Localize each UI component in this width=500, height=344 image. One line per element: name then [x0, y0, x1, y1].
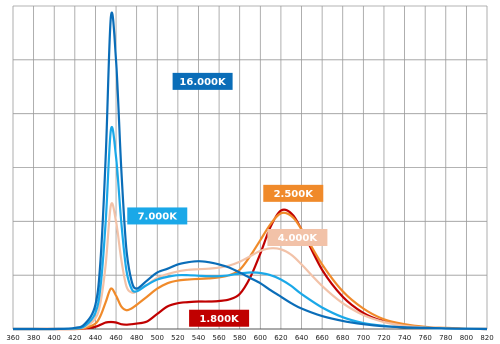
series-label: 1.800K [199, 314, 240, 325]
x-tick-label: 420 [68, 334, 81, 342]
series-line-1 [13, 126, 488, 331]
x-tick-label: 560 [212, 334, 225, 342]
x-tick-label: 540 [192, 334, 205, 342]
series-label-box [127, 207, 188, 225]
series-label: 4.000K [278, 233, 319, 244]
series-label-box [263, 184, 324, 202]
series-line-2 [13, 202, 488, 331]
x-axis-ticks: 360 380 400 420 440 460 480 500 520 540 560 580 600 6… [6, 334, 493, 342]
series-label: 16.000K [179, 77, 227, 88]
x-tick-label: 600 [254, 334, 267, 342]
x-tick-label: 380 [27, 334, 40, 342]
x-tick-label: 720 [377, 334, 390, 342]
x-tick-label: 760 [418, 334, 431, 342]
series-lines [13, 11, 488, 331]
series-labels: 16.000K 7.000K 4.000K 2.500K 1.800K [127, 72, 328, 327]
x-tick-label: 640 [295, 334, 308, 342]
series-label-box [267, 228, 328, 246]
x-tick-label: 680 [336, 334, 349, 342]
series-label-box [189, 309, 250, 327]
x-tick-label: 500 [151, 334, 164, 342]
x-tick-label: 580 [233, 334, 246, 342]
x-tick-label: 440 [89, 334, 102, 342]
x-tick-label: 520 [171, 334, 184, 342]
series-line-0 [13, 11, 488, 331]
x-tick-label: 820 [480, 334, 493, 342]
grid [12, 5, 488, 330]
x-tick-label: 360 [6, 334, 19, 342]
series-label-box [172, 72, 233, 90]
x-tick-label: 400 [48, 334, 61, 342]
x-tick-label: 660 [315, 334, 328, 342]
series-line-4 [13, 208, 488, 331]
x-tick-label: 480 [130, 334, 143, 342]
x-tick-label: 800 [460, 334, 473, 342]
series-label: 7.000K [138, 212, 179, 223]
x-tick-label: 700 [357, 334, 370, 342]
series-label: 2.500K [274, 189, 315, 200]
x-tick-label: 460 [109, 334, 122, 342]
series-line-3 [13, 211, 488, 331]
x-tick-label: 780 [439, 334, 452, 342]
x-tick-label: 620 [274, 334, 287, 342]
x-tick-label: 740 [398, 334, 411, 342]
